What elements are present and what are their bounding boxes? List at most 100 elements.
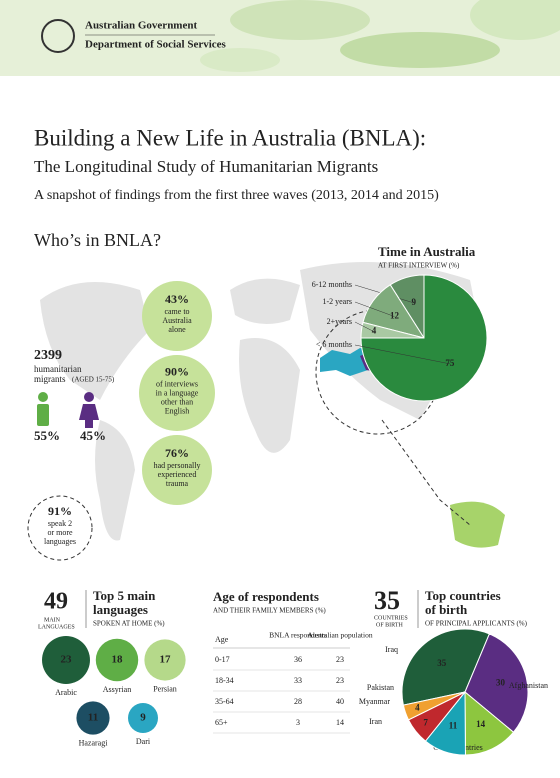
table-subtitle: AND THEIR FAMILY MEMBERS (%) [213,607,326,615]
table-cell: 33 [294,676,302,685]
leader [354,321,375,332]
male-share: 55% [34,428,60,443]
table-cell: 35-64 [215,697,234,706]
language-subtitle: SPOKEN AT HOME (%) [93,620,165,628]
language-count: 49 [44,589,68,615]
pie-value: 7 [423,718,428,728]
fact-text: of interviews [156,379,198,388]
language-title: languages [93,602,148,617]
fact-text: in a language [156,388,199,397]
pie-value: 4 [372,326,377,336]
table-cell: 28 [294,697,302,706]
fact-bubble [142,435,212,505]
participant-count: 2399 [34,348,62,363]
pie-subtitle: OF PRINCIPAL APPLICANTS (%) [425,620,528,628]
fact-value: 90% [165,364,189,378]
region [320,348,374,376]
table-cell: 23 [336,655,344,664]
pie-title: Top countries [425,588,501,603]
leader [354,344,450,365]
leaf [200,48,280,72]
language-value: 11 [88,712,98,724]
pie-label: < 6 months [316,340,352,349]
language-name: Hazaragi [79,738,109,747]
country-count-label: COUNTRIES [374,615,408,621]
pie-value: 11 [449,721,458,731]
female-icon [79,392,99,428]
pie-value: 12 [390,311,400,321]
fact-text: speak 2 [48,519,72,528]
language-name: Assyrian [103,685,131,694]
fact-text: Australia [162,316,192,325]
pie-label: 6-12 months [312,280,352,289]
header-line: Australian Government [85,20,197,32]
leader [354,301,395,317]
table-cell: 3 [296,718,300,727]
fact-text: had personally [154,461,201,470]
table-cell: 18-34 [215,676,234,685]
fact-bubble [139,355,215,431]
table-cell: 14 [336,718,344,727]
table-title: Age of respondents [213,589,319,604]
fact-text: came to [164,307,189,316]
pie-label: 1-2 years [322,297,352,306]
language-value: 17 [160,654,172,666]
table-cell: 40 [336,697,344,706]
header-line: Department of Social Services [85,39,227,51]
pie-label: Afghanistan [509,681,548,690]
pie-value: 30 [496,677,506,687]
female-share: 45% [80,428,106,443]
fact-text: experienced [158,470,197,479]
pie-label: Pakistan [367,683,394,692]
pie-label: Iran [369,717,382,726]
table-cell: 23 [336,676,344,685]
pie-subtitle: AT FIRST INTERVIEW (%) [378,262,460,270]
pie-label: Myanmar [359,697,390,706]
country-count: 35 [374,586,400,615]
section-title: Who’s in BNLA? [34,230,161,250]
pie-slice [401,628,491,706]
country-count-label: OF BIRTH [376,622,403,628]
fact-text: or more [47,528,73,537]
participant-label: humanitarian [34,364,82,374]
pie-value: 4 [415,703,420,713]
language-circle [128,703,158,733]
fact-bubble [142,281,212,351]
pie-label: Iraq [385,645,398,654]
fact-text: trauma [166,479,189,488]
language-circle [76,701,110,735]
language-name: Arabic [55,688,77,697]
fact-value: 91% [48,504,72,518]
pie-slice [402,691,466,721]
leaf [230,0,370,40]
pie-slice [464,633,529,733]
leaf [470,0,560,40]
language-count-label: LANGUAGES [38,624,75,630]
crest [41,19,75,53]
fact-text: languages [44,537,76,546]
language-value: 23 [61,654,73,666]
pie-title: of birth [425,602,468,617]
language-circle [42,636,90,684]
fact-text: alone [168,325,186,334]
fact-bubble [27,495,93,561]
pie-value: 75 [445,358,455,368]
pie-value: 35 [437,658,447,668]
pie-slice [360,274,488,402]
table-cell: 65+ [215,718,228,727]
language-value: 9 [140,712,146,724]
fact-value: 76% [165,446,189,460]
pie-value: 9 [412,297,417,307]
subtitle: The Longitudinal Study of Humanitarian M… [34,157,378,176]
fact-text: English [165,406,189,415]
language-circle [95,638,139,682]
language-count-label: MAIN [44,617,61,623]
participant-label: migrants [34,374,66,384]
table-cell: 36 [294,655,302,664]
table-cell: 0-17 [215,655,230,664]
table-header: Age [215,635,229,644]
connector [381,419,471,526]
male-icon [37,392,49,426]
